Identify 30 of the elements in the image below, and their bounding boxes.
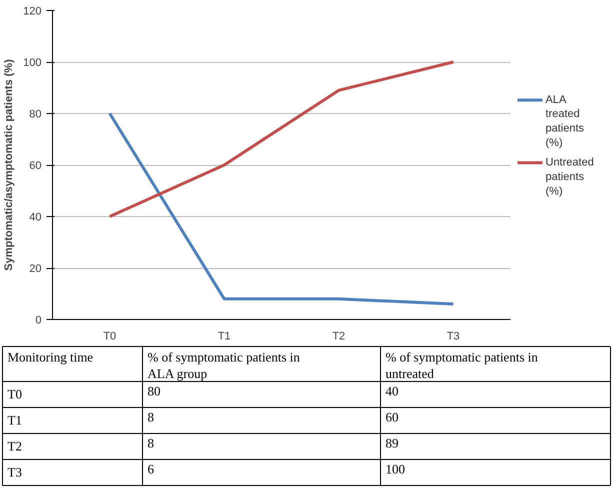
text: Monitoring time <box>8 350 94 364</box>
category-label: T2 <box>8 438 22 454</box>
y-tick-label: 60 <box>29 160 42 172</box>
category-label: T1 <box>8 412 22 428</box>
x-tick-label: T1 <box>218 330 231 342</box>
y-tick-label: 40 <box>29 212 42 224</box>
y-tick-label: 100 <box>23 57 42 69</box>
y-tick-label: 0 <box>35 314 42 326</box>
text: % of symptomatic patients in untreated <box>386 350 538 381</box>
data-label: 100 <box>386 462 405 476</box>
y-axis-title: Symptomatic/asymptomatic patients (%) <box>3 58 16 271</box>
legend-label: Untreated patients (%) <box>546 156 594 198</box>
data-label: 8 <box>148 410 154 424</box>
series-label: % of symptomatic patients in ALA group <box>148 350 300 381</box>
category-label: T0 <box>8 386 22 402</box>
y-tick-label: 20 <box>29 263 42 275</box>
data-label: 80 <box>148 384 160 398</box>
data-label: 6 <box>148 462 154 476</box>
y-tick-label: 120 <box>23 6 42 18</box>
line-series <box>108 60 455 218</box>
x-tick-label: T2 <box>332 330 346 342</box>
category-label: T3 <box>8 464 22 480</box>
y-tick-label: 80 <box>29 108 42 120</box>
data-label: 40 <box>386 384 398 398</box>
data-label: 60 <box>386 410 398 424</box>
data-label: 8 <box>148 436 154 450</box>
legend-label: ALA treated patients (%) <box>546 94 585 149</box>
x-tick-label: T0 <box>103 330 116 342</box>
x-tick-label: T3 <box>446 330 460 342</box>
data-label: 89 <box>386 436 398 450</box>
